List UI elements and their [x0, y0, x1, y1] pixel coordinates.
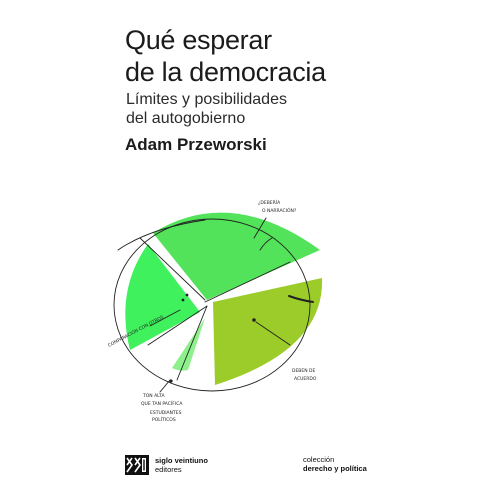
collection-block: colección derecho y política — [303, 455, 367, 473]
sketch-dot — [181, 298, 185, 302]
publisher-name: siglo veintiuno editores — [155, 456, 208, 474]
sketch-line — [259, 237, 273, 251]
sketch-dot — [169, 379, 173, 383]
note-top-a: ¿DEBERÍA — [258, 199, 281, 206]
sketch-dot — [185, 293, 189, 297]
title-line-1: Qué esperar — [125, 25, 272, 55]
siglo-xxi-logo-icon — [125, 455, 149, 475]
sketch-line — [149, 309, 181, 327]
note-bottom-d: POLÍTICOS — [152, 416, 176, 423]
note-right-b: ACUERDO — [294, 376, 317, 382]
sketch-line — [117, 219, 206, 251]
note-bottom-a: TON ALTA — [142, 393, 165, 399]
outline-circle — [113, 218, 311, 392]
book-title: Qué esperar de la democracia — [125, 24, 326, 88]
book-subtitle: Límites y posibilidades del autogobierno — [126, 90, 287, 128]
sketch-line — [253, 217, 267, 239]
book-author: Adam Przeworski — [125, 135, 267, 154]
sketch-line — [159, 379, 171, 393]
publisher-imprint: editores — [155, 465, 182, 474]
sketch-line — [139, 237, 206, 301]
note-right-a: DEBEN DE — [292, 368, 316, 374]
slice-left — [125, 244, 200, 350]
subtitle-line-1: Límites y posibilidades — [126, 91, 287, 108]
sketch-line — [176, 305, 208, 381]
sketch-line — [255, 321, 291, 346]
publisher-name-line: siglo veintiuno — [155, 456, 208, 465]
publisher-block: siglo veintiuno editores — [125, 455, 208, 475]
slice-right — [213, 278, 323, 385]
note-bottom-b: QUE TAN PACÍFICA — [141, 400, 183, 407]
sketch-line — [147, 305, 208, 346]
collection-label: colección — [303, 455, 335, 464]
sketch-dot — [252, 318, 256, 322]
slice-top — [153, 212, 320, 300]
collection-name: derecho y política — [303, 464, 367, 473]
note-top-b: O NARRACIÓN? — [262, 207, 297, 214]
sketch-line — [204, 261, 291, 303]
subtitle-line-2: del autogobierno — [126, 110, 246, 127]
sketch-line — [288, 295, 314, 303]
note-bottom-c: ESTUDIANTES — [150, 410, 182, 416]
title-line-2: de la democracia — [125, 57, 326, 87]
